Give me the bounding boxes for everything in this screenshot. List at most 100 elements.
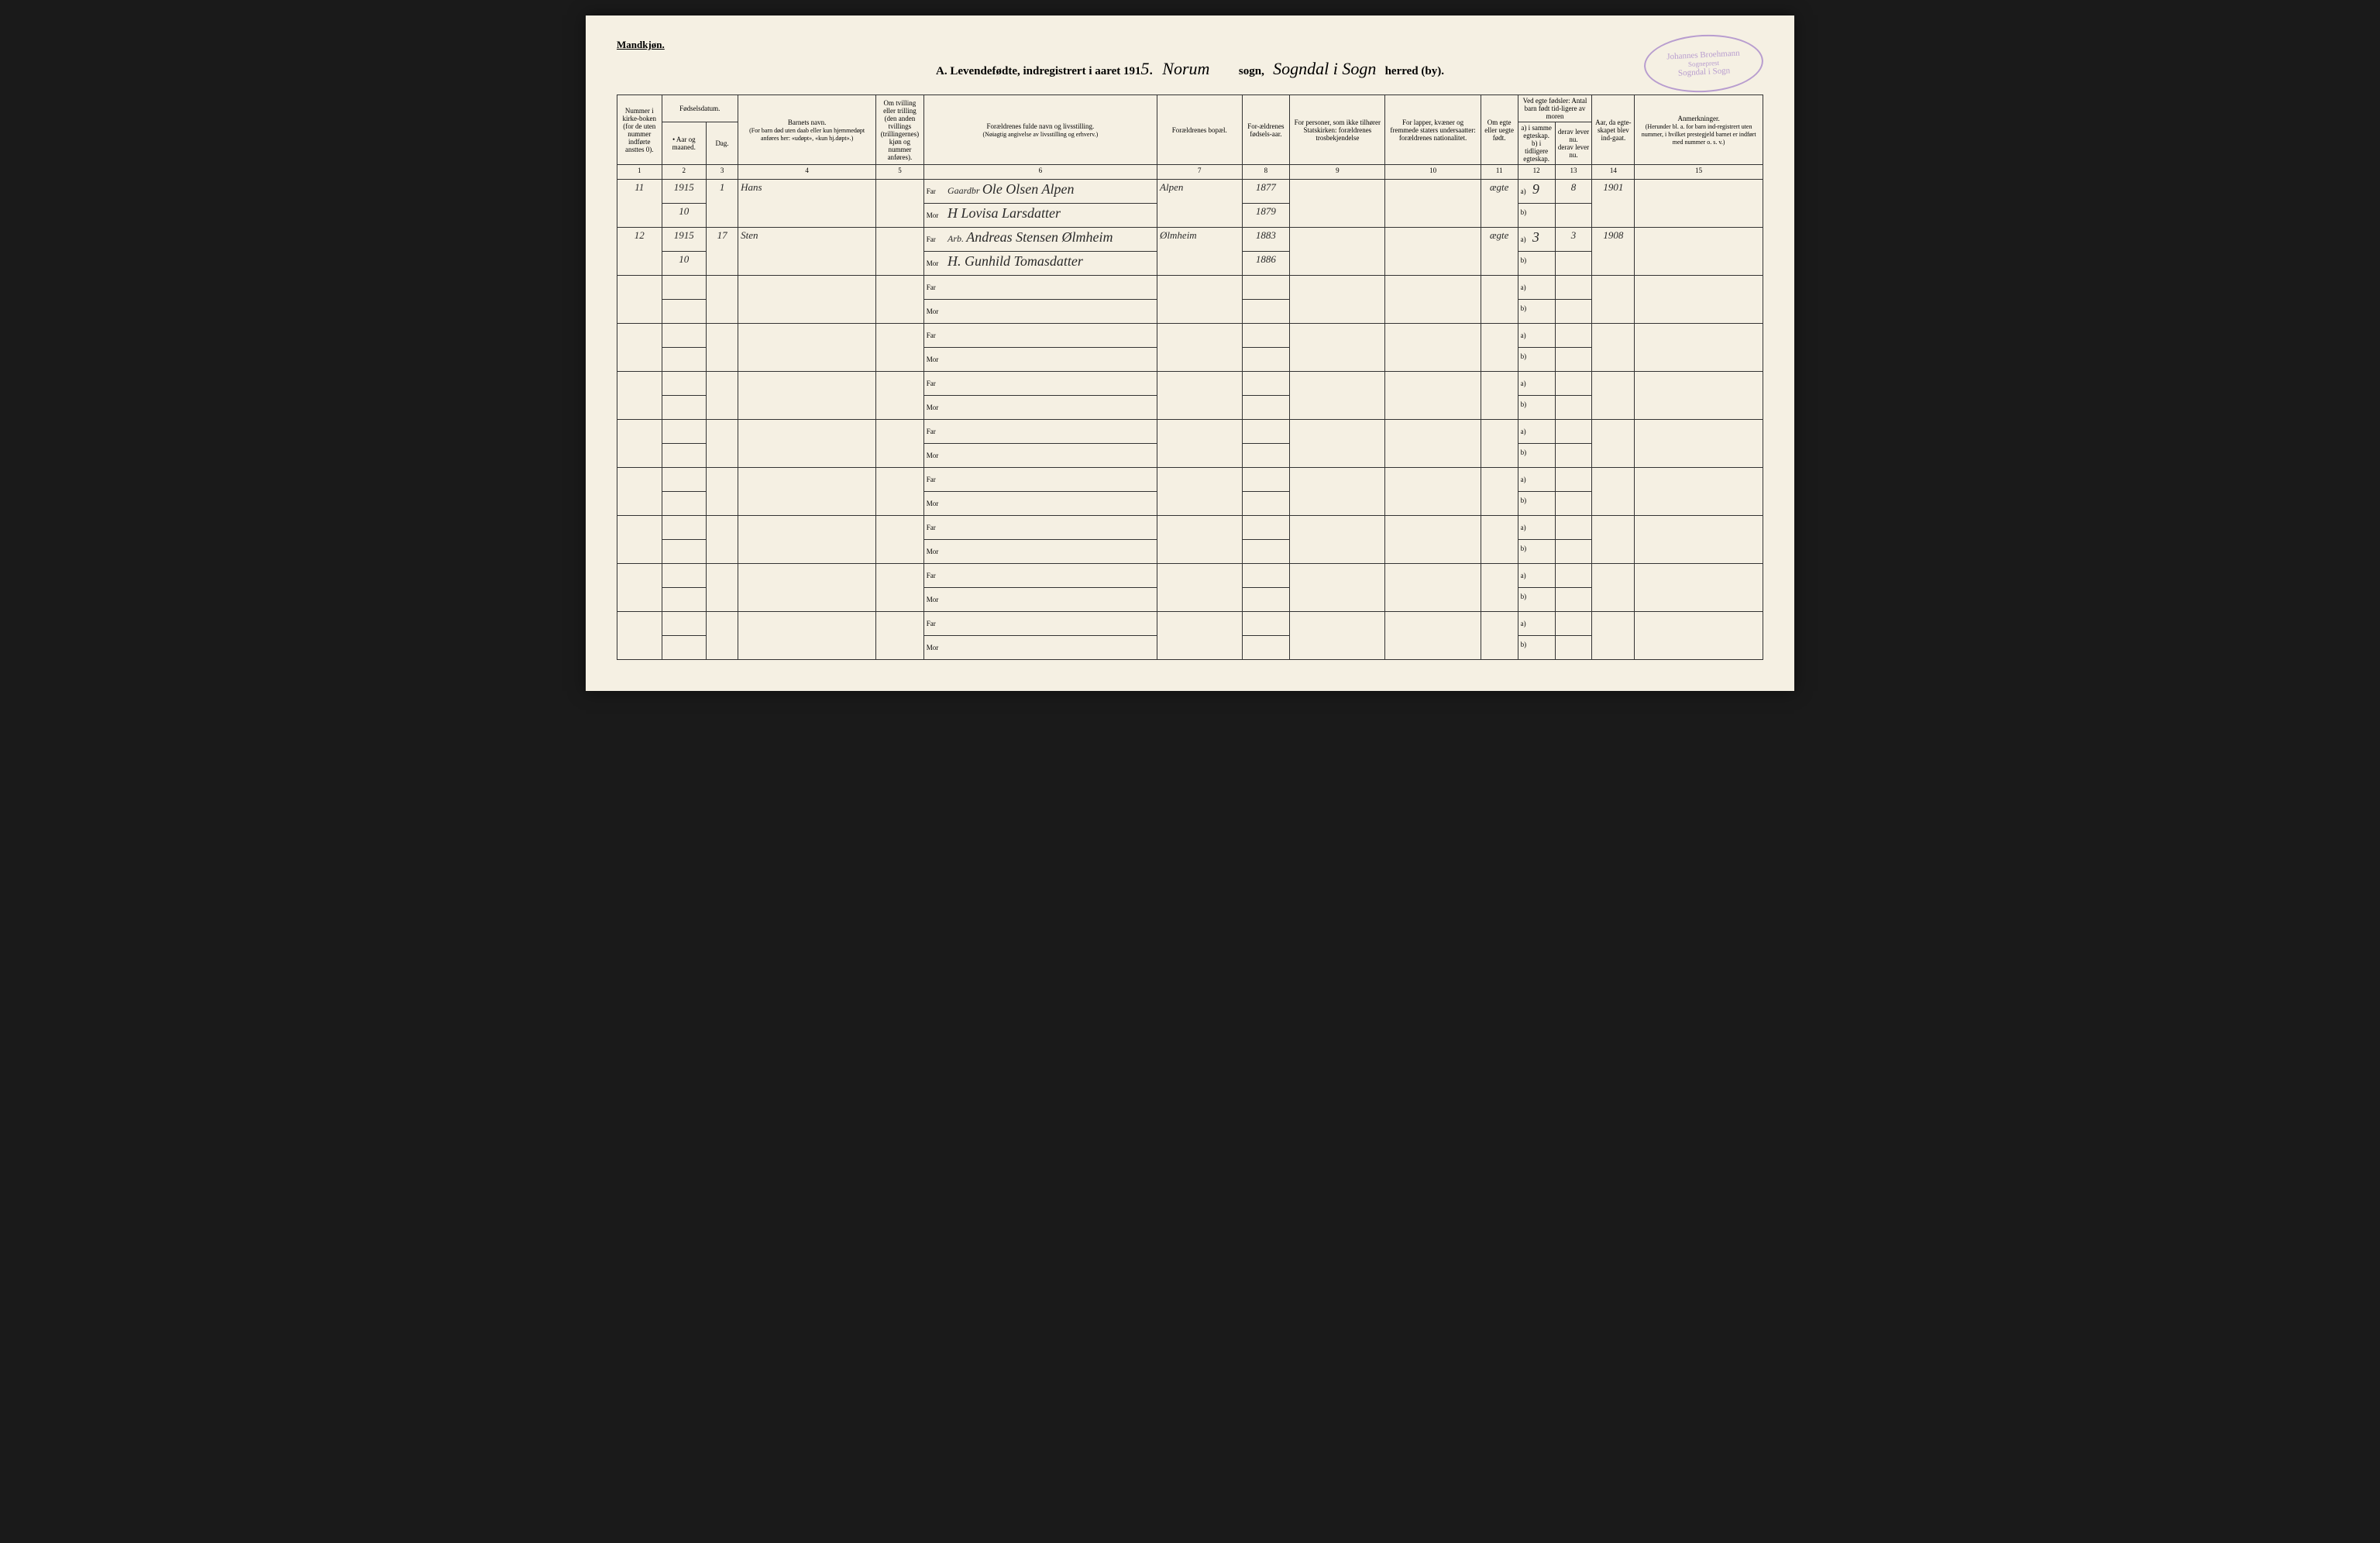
prior-children-a: a) bbox=[1518, 276, 1555, 300]
religion bbox=[1290, 612, 1385, 660]
father-birthyear bbox=[1242, 324, 1290, 348]
col-header-12-13-top: Ved egte fødsler: Antal barn født tid-li… bbox=[1518, 95, 1592, 122]
birth-year bbox=[662, 516, 707, 540]
birth-month: 10 bbox=[662, 252, 707, 276]
legitimate bbox=[1481, 612, 1518, 660]
residence bbox=[1157, 324, 1243, 372]
col13b: derav lever nu. bbox=[1558, 143, 1590, 159]
living-b bbox=[1555, 492, 1592, 516]
record-number bbox=[617, 420, 662, 468]
title-year-suffix: 5. bbox=[1141, 59, 1154, 78]
mother-name: Mor H. Gunhild Tomasdatter bbox=[923, 252, 1157, 276]
marriage-year bbox=[1592, 324, 1635, 372]
marriage-year bbox=[1592, 468, 1635, 516]
prior-children-b: b) bbox=[1518, 540, 1555, 564]
mother-name: Mor bbox=[923, 444, 1157, 468]
birth-year: 1915 bbox=[662, 228, 707, 252]
living-a: 8 bbox=[1555, 180, 1592, 204]
register-table: Nummer i kirke-boken (for de uten nummer… bbox=[617, 95, 1763, 660]
residence bbox=[1157, 612, 1243, 660]
legitimate bbox=[1481, 372, 1518, 420]
marriage-year bbox=[1592, 612, 1635, 660]
birth-day bbox=[707, 420, 738, 468]
prior-children-a: a) bbox=[1518, 324, 1555, 348]
twin-info bbox=[876, 228, 924, 276]
religion bbox=[1290, 180, 1385, 228]
father-name: Far bbox=[923, 612, 1157, 636]
col-header-12: a) i samme egteskap. b) i tidligere egte… bbox=[1518, 122, 1555, 165]
nationality bbox=[1385, 372, 1481, 420]
col-header-8: For-ældrenes fødsels-aar. bbox=[1242, 95, 1290, 165]
twin-info bbox=[876, 468, 924, 516]
nationality bbox=[1385, 612, 1481, 660]
marriage-year: 1901 bbox=[1592, 180, 1635, 228]
father-name: Far bbox=[923, 468, 1157, 492]
birth-day bbox=[707, 564, 738, 612]
living-a bbox=[1555, 564, 1592, 588]
record-number: 12 bbox=[617, 228, 662, 276]
legitimate: ægte bbox=[1481, 180, 1518, 228]
column-number: 14 bbox=[1592, 165, 1635, 180]
remarks bbox=[1635, 564, 1763, 612]
child-name bbox=[738, 468, 876, 516]
child-name bbox=[738, 420, 876, 468]
mother-birthyear bbox=[1242, 396, 1290, 420]
birth-day bbox=[707, 324, 738, 372]
mother-birthyear bbox=[1242, 588, 1290, 612]
child-name: Hans bbox=[738, 180, 876, 228]
table-row: Far a) bbox=[617, 468, 1763, 492]
father-name: Far bbox=[923, 276, 1157, 300]
record-number bbox=[617, 324, 662, 372]
father-name: Far bbox=[923, 420, 1157, 444]
table-row: Far a) bbox=[617, 564, 1763, 588]
father-name: Far bbox=[923, 372, 1157, 396]
mother-birthyear bbox=[1242, 636, 1290, 660]
mother-name: Mor H Lovisa Larsdatter bbox=[923, 204, 1157, 228]
prior-children-b: b) bbox=[1518, 204, 1555, 228]
prior-children-b: b) bbox=[1518, 252, 1555, 276]
remarks bbox=[1635, 516, 1763, 564]
col13a: derav lever nu. bbox=[1558, 128, 1590, 143]
twin-info bbox=[876, 564, 924, 612]
residence bbox=[1157, 564, 1243, 612]
legitimate bbox=[1481, 516, 1518, 564]
remarks bbox=[1635, 372, 1763, 420]
col6-sub: (Nøiagtig angivelse av livsstilling og e… bbox=[983, 131, 1099, 138]
col-header-1: Nummer i kirke-boken (for de uten nummer… bbox=[617, 95, 662, 165]
table-row: 12191517StenFar Arb. Andreas Stensen Ølm… bbox=[617, 228, 1763, 252]
birth-year bbox=[662, 276, 707, 300]
mother-birthyear bbox=[1242, 348, 1290, 372]
nationality bbox=[1385, 180, 1481, 228]
col-header-2-top: Fødselsdatum. bbox=[662, 95, 738, 122]
living-a bbox=[1555, 516, 1592, 540]
prior-children-a: a) bbox=[1518, 372, 1555, 396]
table-row: Far a) bbox=[617, 276, 1763, 300]
nationality bbox=[1385, 420, 1481, 468]
child-name bbox=[738, 276, 876, 324]
column-number: 9 bbox=[1290, 165, 1385, 180]
column-number: 2 bbox=[662, 165, 707, 180]
birth-month bbox=[662, 540, 707, 564]
record-number bbox=[617, 372, 662, 420]
table-header: Nummer i kirke-boken (for de uten nummer… bbox=[617, 95, 1763, 180]
father-birthyear bbox=[1242, 372, 1290, 396]
col15-title: Anmerkninger. bbox=[1677, 115, 1719, 122]
remarks bbox=[1635, 180, 1763, 228]
column-number: 3 bbox=[707, 165, 738, 180]
birth-day bbox=[707, 468, 738, 516]
father-birthyear bbox=[1242, 612, 1290, 636]
prior-children-a: a) 9 bbox=[1518, 180, 1555, 204]
living-b bbox=[1555, 588, 1592, 612]
marriage-year bbox=[1592, 420, 1635, 468]
residence bbox=[1157, 516, 1243, 564]
mother-name: Mor bbox=[923, 300, 1157, 324]
birth-month bbox=[662, 588, 707, 612]
living-b bbox=[1555, 300, 1592, 324]
birth-month bbox=[662, 492, 707, 516]
religion bbox=[1290, 324, 1385, 372]
prior-children-b: b) bbox=[1518, 444, 1555, 468]
col-header-4: Barnets navn. (For barn død uten daab el… bbox=[738, 95, 876, 165]
column-number: 15 bbox=[1635, 165, 1763, 180]
birth-month bbox=[662, 396, 707, 420]
prior-children-b: b) bbox=[1518, 636, 1555, 660]
